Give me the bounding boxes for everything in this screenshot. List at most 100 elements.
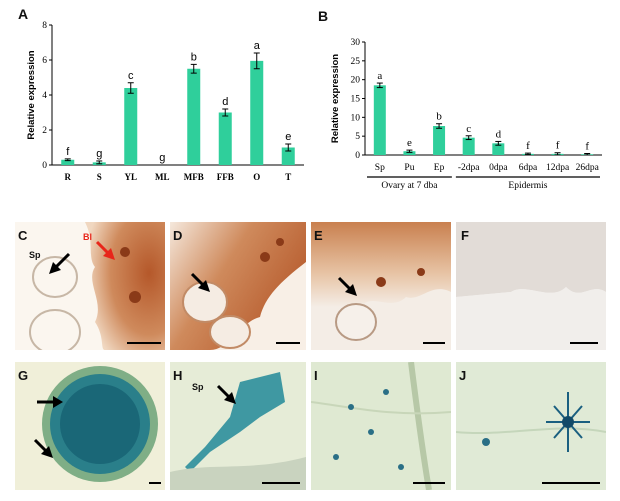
bar xyxy=(492,143,505,155)
label-sp-h: Sp xyxy=(192,382,204,392)
y-tick-label: 20 xyxy=(351,76,361,86)
bar xyxy=(462,137,475,155)
micrograph-d: D xyxy=(170,222,306,350)
significance-label: c xyxy=(128,70,134,82)
significance-label: f xyxy=(556,140,560,152)
bar xyxy=(403,151,416,155)
significance-label: b xyxy=(436,111,442,123)
y-axis-label: Relative expression xyxy=(26,50,37,139)
bar xyxy=(61,159,75,165)
category-label: 26dpa xyxy=(576,163,600,173)
significance-label: c xyxy=(466,123,471,135)
scale-bar xyxy=(423,342,445,344)
arrow-icon xyxy=(49,252,71,274)
panel-letter-b: B xyxy=(318,8,329,24)
y-tick-label: 4 xyxy=(42,91,47,101)
significance-label: f xyxy=(66,146,70,158)
y-tick-label: 10 xyxy=(351,113,361,123)
category-label: 6dpa xyxy=(519,163,538,173)
micrograph-h: H Sp xyxy=(170,362,306,490)
significance-label: d xyxy=(496,128,502,140)
micrograph-f-image xyxy=(456,222,606,350)
category-label: MFB xyxy=(184,172,204,182)
significance-label: f xyxy=(585,140,589,152)
category-label: 0dpa xyxy=(489,163,508,173)
label-sp-c: Sp xyxy=(29,250,41,260)
y-tick-label: 0 xyxy=(42,161,47,171)
label-bl-c: Bl xyxy=(83,232,92,242)
y-tick-label: 30 xyxy=(351,38,361,48)
group-label: Ovary at 7 dba xyxy=(381,181,438,191)
panel-letter-j: J xyxy=(459,368,467,383)
scale-bar xyxy=(149,482,161,484)
micrograph-j: J xyxy=(456,362,606,490)
panel-letter-f: F xyxy=(461,228,469,243)
micrograph-e: E xyxy=(311,222,451,350)
category-label: YL xyxy=(124,172,137,182)
y-axis-label: Relative expression xyxy=(330,54,341,143)
significance-label: g xyxy=(159,152,165,164)
y-tick-label: 0 xyxy=(355,151,360,161)
chart-a: 0 2 4 6 8 Relative expression f Rg Sc YL g ML b MFB d F… xyxy=(26,21,304,182)
significance-label: a xyxy=(377,70,382,82)
category-label: T xyxy=(285,172,291,182)
scale-bar xyxy=(262,482,300,484)
category-label: Pu xyxy=(404,163,414,173)
category-label: Sp xyxy=(375,163,385,173)
scale-bar xyxy=(413,482,445,484)
micrograph-e-image xyxy=(311,222,451,341)
bar xyxy=(250,60,264,165)
bar xyxy=(373,85,386,155)
category-label: ML xyxy=(155,172,170,182)
category-label: Ep xyxy=(434,163,445,173)
category-label: -2dpa xyxy=(458,163,480,173)
arrow-icon xyxy=(216,384,236,404)
scale-bar xyxy=(127,342,161,344)
panel-letter-a: A xyxy=(18,6,29,22)
panel-letter-d: D xyxy=(173,228,183,243)
category-label: S xyxy=(97,172,102,182)
scale-bar xyxy=(542,482,600,484)
bar xyxy=(187,68,201,165)
y-tick-label: 5 xyxy=(355,132,360,142)
micrograph-g: G xyxy=(15,362,165,490)
group-label: Epidermis xyxy=(508,181,547,191)
category-label: O xyxy=(253,172,260,182)
micrograph-g-image xyxy=(42,366,158,482)
y-tick-label: 8 xyxy=(42,21,47,31)
significance-label: g xyxy=(96,148,102,160)
significance-label: b xyxy=(191,51,197,63)
scale-bar xyxy=(570,342,598,344)
bar xyxy=(218,112,232,165)
bar xyxy=(433,125,446,155)
micrograph-i-image xyxy=(311,362,451,490)
significance-label: d xyxy=(222,96,228,108)
micrograph-j-image xyxy=(456,392,606,452)
y-tick-label: 6 xyxy=(42,56,47,66)
arrow-red-icon xyxy=(95,240,115,260)
panel-letter-e: E xyxy=(314,228,323,243)
arrow-icon xyxy=(33,438,53,458)
arrow-icon xyxy=(190,272,210,292)
micrograph-i: I xyxy=(311,362,451,490)
y-tick-label: 15 xyxy=(351,95,361,105)
arrow-icon xyxy=(37,396,63,408)
panel-letter-c: C xyxy=(18,228,28,243)
category-label: 12dpa xyxy=(546,163,570,173)
micrograph-c: C Sp Bl xyxy=(15,222,165,350)
bar xyxy=(124,88,138,165)
y-tick-label: 25 xyxy=(351,57,361,67)
panel-letter-g: G xyxy=(18,368,29,383)
scale-bar xyxy=(276,342,300,344)
significance-label: e xyxy=(407,137,412,149)
significance-label: f xyxy=(526,140,530,152)
chart-b: 0 5 10 15 20 25 30 Relative expression a Sp e Pu b Ep… xyxy=(330,38,602,191)
significance-label: e xyxy=(285,131,291,143)
micrograph-h-image xyxy=(170,372,306,490)
category-label: FFB xyxy=(217,172,234,182)
panel-letter-h: H xyxy=(173,368,183,383)
y-tick-label: 2 xyxy=(42,126,47,136)
micrograph-f: F xyxy=(456,222,606,350)
panel-letter-i: I xyxy=(314,368,318,383)
bar xyxy=(281,147,295,165)
